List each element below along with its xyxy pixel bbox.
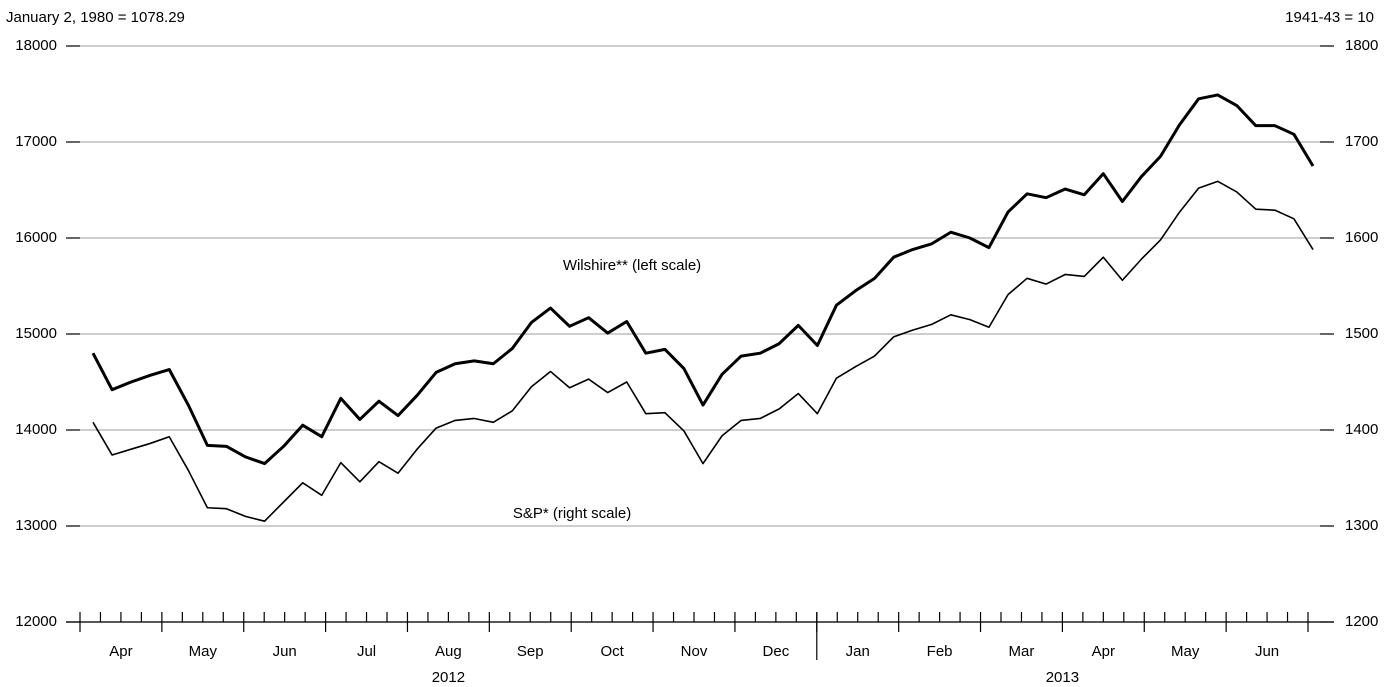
series-line [91, 93, 1315, 466]
x-month-label: Jun [1255, 643, 1279, 660]
series-annotation: S&P* (right scale) [513, 505, 631, 522]
y2-tick-label: 1300 [1345, 517, 1378, 534]
y-tick-label: 15000 [15, 325, 57, 342]
y2-tick-label: 1200 [1345, 613, 1378, 630]
x-month-label: Nov [681, 643, 708, 660]
series-line [92, 180, 1314, 523]
x-year-label: 2012 [432, 669, 465, 686]
y2-tick-label: 1400 [1345, 421, 1378, 438]
series-annotation: Wilshire** (left scale) [563, 257, 701, 274]
x-month-label: Jul [357, 643, 376, 660]
y-tick-label: 18000 [15, 37, 57, 54]
y2-tick-label: 1600 [1345, 229, 1378, 246]
x-month-label: Apr [109, 643, 132, 660]
x-month-label: Feb [927, 643, 953, 660]
x-month-label: Apr [1092, 643, 1115, 660]
y2-tick-label: 1800 [1345, 37, 1378, 54]
x-month-label: Oct [600, 643, 624, 660]
y-tick-label: 12000 [15, 613, 57, 630]
right-note: 1941-43 = 10 [1285, 9, 1374, 26]
x-month-label: Aug [435, 643, 462, 660]
y-tick-label: 17000 [15, 133, 57, 150]
x-year-label: 2013 [1046, 669, 1079, 686]
x-month-label: Jun [273, 643, 297, 660]
x-month-label: Sep [517, 643, 544, 660]
y2-tick-label: 1700 [1345, 133, 1378, 150]
y-tick-label: 14000 [15, 421, 57, 438]
x-month-label: May [189, 643, 218, 660]
y-tick-label: 16000 [15, 229, 57, 246]
x-month-label: Dec [763, 643, 790, 660]
x-month-label: Mar [1009, 643, 1035, 660]
left-note: January 2, 1980 = 1078.29 [6, 9, 185, 26]
y-tick-label: 13000 [15, 517, 57, 534]
x-month-label: Jan [846, 643, 870, 660]
x-month-label: May [1171, 643, 1200, 660]
y2-tick-label: 1500 [1345, 325, 1378, 342]
